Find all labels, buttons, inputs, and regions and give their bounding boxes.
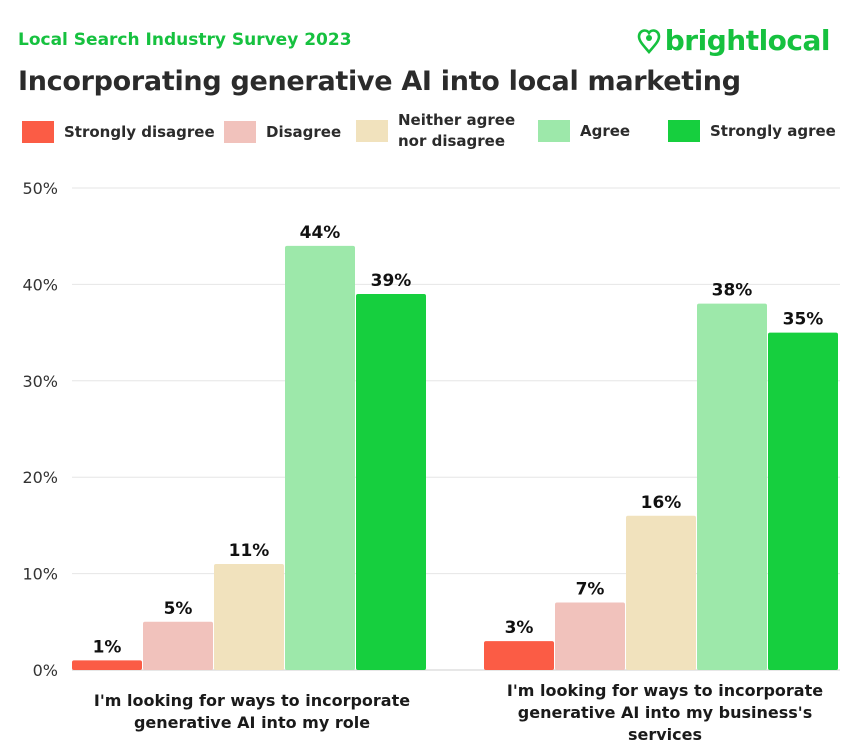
bar-neither-agree-nor-disagree-1 <box>626 515 696 670</box>
bar-strongly-disagree-1 <box>484 641 554 670</box>
data-label: 38% <box>712 281 753 301</box>
bar-disagree-0 <box>143 621 213 670</box>
legend-label: Strongly disagree <box>64 123 215 141</box>
y-tick-label: 50% <box>22 179 58 198</box>
legend-swatch-strongly-agree <box>668 120 700 142</box>
legend-item-strongly-agree: Strongly agree <box>668 120 836 142</box>
legend-swatch-strongly-disagree <box>22 121 54 143</box>
brand-logo: brightlocal <box>637 24 831 57</box>
data-label: 16% <box>641 493 682 513</box>
legend-swatch-neither <box>356 120 388 142</box>
legend-label: Disagree <box>266 123 342 141</box>
category-label-role: I'm looking for ways to incorporate gener… <box>93 691 411 732</box>
bar-strongly-agree-0 <box>356 294 426 670</box>
bar-disagree-1 <box>555 602 625 670</box>
y-tick-label: 10% <box>22 565 58 584</box>
data-label: 11% <box>229 541 270 561</box>
data-label: 39% <box>371 271 412 291</box>
data-label: 44% <box>300 223 341 243</box>
location-heart-icon <box>637 28 661 54</box>
bar-strongly-disagree-0 <box>72 660 142 670</box>
legend-swatch-disagree <box>224 121 256 143</box>
legend-label: Strongly agree <box>710 122 836 140</box>
legend-item-disagree: Disagree <box>224 121 341 143</box>
y-tick-label: 0% <box>33 661 58 680</box>
legend-swatch-agree <box>538 120 570 142</box>
y-tick-label: 30% <box>22 372 58 391</box>
data-label: 35% <box>783 310 824 330</box>
legend-label: Agree <box>580 122 631 140</box>
data-label: 5% <box>164 599 193 619</box>
legend-item-agree: Agree <box>538 120 630 142</box>
bar-agree-1 <box>697 303 767 670</box>
brand-name: brightlocal <box>664 24 831 57</box>
legend-item-strongly-disagree: Strongly disagree <box>22 121 215 143</box>
bar-strongly-agree-1 <box>768 332 838 670</box>
data-label: 1% <box>93 637 122 657</box>
bar-neither-agree-nor-disagree-0 <box>214 563 284 670</box>
data-label: 3% <box>505 618 534 638</box>
category-label-business: I'm looking for ways to incorporate gener… <box>506 681 824 744</box>
data-label: 7% <box>576 580 605 600</box>
y-tick-label: 40% <box>22 275 58 294</box>
chart-title: Incorporating generative AI into local m… <box>18 66 741 97</box>
survey-subtitle: Local Search Industry Survey 2023 <box>18 30 352 50</box>
legend-item-neither: Neither agree nor disagree <box>356 110 515 152</box>
y-tick-label: 20% <box>22 468 58 487</box>
bar-agree-0 <box>285 245 355 670</box>
legend-label: Neither agree nor disagree <box>398 111 516 150</box>
